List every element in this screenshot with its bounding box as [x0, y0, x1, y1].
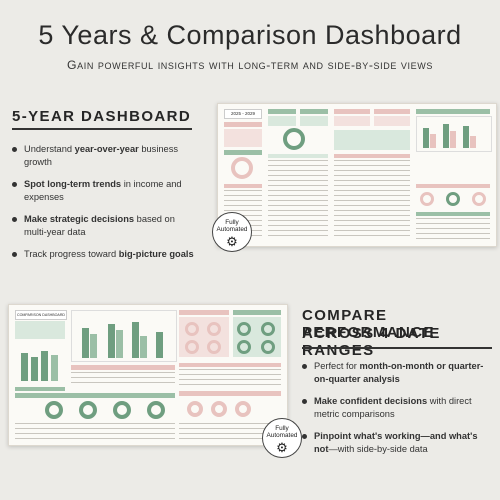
five-year-dashboard-preview: 2025 - 2029: [217, 103, 497, 247]
donut-chart: [185, 340, 199, 354]
donut-chart: [237, 340, 251, 354]
table-rows: [71, 372, 175, 384]
kpi-block: [416, 109, 490, 114]
bar: [140, 336, 147, 358]
table-header: [15, 387, 65, 391]
donut-chart: [207, 340, 221, 354]
bar: [41, 351, 48, 381]
donut-chart: [211, 401, 227, 417]
kpi-block: [15, 321, 65, 339]
comparison-dashboard-preview: COMPARISON DASHBOARD: [8, 304, 288, 446]
kpi-block: [268, 116, 296, 126]
compare-bullet: Pinpoint what's working—and what's not—w…: [302, 430, 494, 455]
donut-chart: [147, 401, 165, 419]
bar-chart-panel: [71, 310, 177, 362]
bar: [156, 332, 163, 358]
compare-heading-line2: ACROSS 4 DATE RANGES: [302, 325, 441, 359]
kpi-block: [300, 116, 328, 126]
compare-bullet-list: Perfect for month-on-month or quarter-on…: [302, 360, 494, 465]
donut-chart: [79, 401, 97, 419]
donut-chart: [237, 322, 251, 336]
compare-bullet: Make confident decisions with direct met…: [302, 395, 494, 420]
bar: [430, 134, 436, 148]
table-header: [334, 154, 410, 158]
donut-chart: [207, 322, 221, 336]
bar: [443, 124, 449, 148]
five-year-bullet-list: Understand year-over-year business growt…: [12, 143, 197, 271]
donut-chart: [261, 322, 275, 336]
kpi-block: [233, 310, 281, 315]
donut-chart: [472, 192, 486, 206]
bar: [116, 330, 123, 358]
kpi-block: [374, 116, 410, 126]
kpi-block: [224, 150, 262, 155]
kpi-block: [224, 122, 262, 127]
five-year-bullet: Make strategic decisions based on multi-…: [12, 213, 197, 238]
table-header: [71, 365, 175, 370]
donut-chart: [231, 157, 253, 179]
bar: [90, 334, 97, 358]
table-rows: [179, 369, 281, 385]
five-year-heading: 5-YEAR DASHBOARD: [12, 108, 192, 125]
table-header: [224, 184, 262, 188]
table-rows: [268, 160, 328, 240]
fully-automated-badge: Fully Automated ⚙: [212, 212, 252, 252]
donut-chart: [113, 401, 131, 419]
gear-icon: ⚙: [226, 234, 238, 249]
kpi-block: [179, 310, 229, 315]
donut-chart: [185, 322, 199, 336]
gear-icon: ⚙: [276, 440, 288, 455]
five-year-bullet: Track progress toward big-picture goals: [12, 248, 197, 261]
donut-chart: [261, 340, 275, 354]
table-rows: [416, 218, 490, 240]
compare-divider: [302, 347, 492, 349]
bar: [21, 353, 28, 381]
bar: [31, 357, 38, 381]
table-rows: [334, 160, 410, 240]
donut-chart: [45, 401, 63, 419]
fully-automated-badge: Fully Automated ⚙: [262, 418, 302, 458]
chart-area: [334, 130, 410, 150]
bar: [108, 324, 115, 358]
bar: [423, 128, 429, 148]
bar: [82, 328, 89, 358]
dashboard-title-label: COMPARISON DASHBOARD: [15, 310, 67, 320]
compare-heading-line1: COMPARE PERFORMANCE: [302, 307, 435, 341]
bar: [51, 355, 58, 381]
table-header: [416, 184, 490, 188]
bar: [450, 131, 456, 148]
donut-chart: [283, 128, 305, 150]
kpi-block: [300, 109, 328, 114]
donut-chart: [235, 401, 251, 417]
table-header: [268, 154, 328, 158]
bar: [463, 126, 469, 148]
kpi-block: [374, 109, 410, 114]
dashboard-year-label: 2025 - 2029: [224, 109, 262, 119]
donut-chart: [446, 192, 460, 206]
five-year-bullet: Understand year-over-year business growt…: [12, 143, 197, 168]
five-year-divider: [12, 128, 192, 130]
kpi-block: [268, 109, 296, 114]
page-title: 5 Years & Comparison Dashboard: [38, 20, 462, 50]
five-year-bullet: Spot long-term trends in income and expe…: [12, 178, 197, 203]
kpi-block: [334, 109, 370, 114]
donut-chart: [187, 401, 203, 417]
bar: [132, 322, 139, 358]
table-header: [416, 212, 490, 216]
table-rows: [179, 423, 281, 441]
table-rows: [15, 423, 175, 441]
kpi-block: [224, 129, 262, 147]
page-subtitle: Gain powerful insights with long-term an…: [67, 58, 433, 72]
compare-bullet: Perfect for month-on-month or quarter-on…: [302, 360, 494, 385]
bar: [470, 136, 476, 148]
section-header: [179, 391, 281, 396]
section-header: [15, 393, 175, 398]
table-header: [179, 363, 281, 367]
donut-chart: [420, 192, 434, 206]
bar-chart-panel: [416, 116, 492, 152]
kpi-block: [334, 116, 370, 126]
